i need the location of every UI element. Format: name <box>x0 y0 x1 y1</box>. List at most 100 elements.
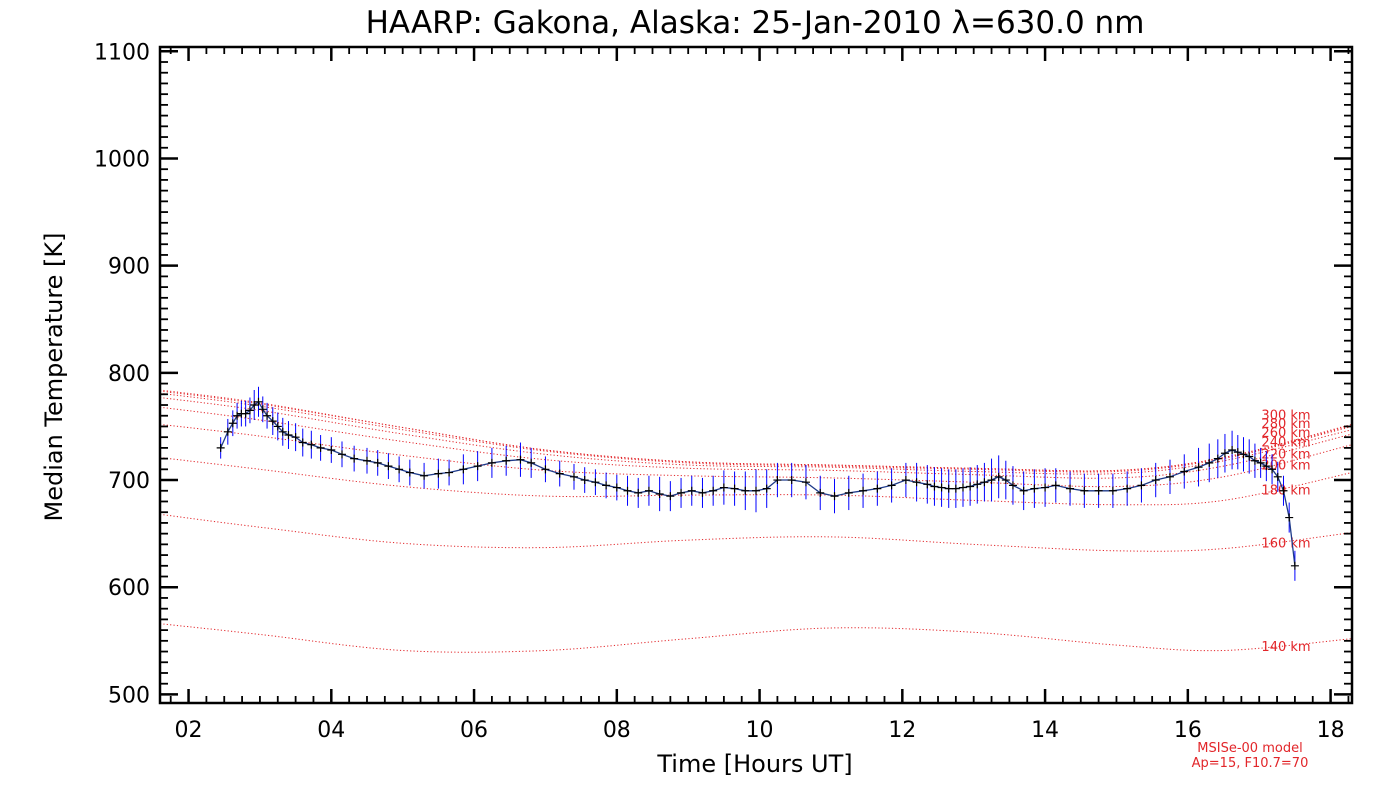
data-point <box>445 468 454 477</box>
data-point <box>677 488 686 497</box>
model-profile-label: 240 km <box>1261 436 1310 451</box>
data-point <box>1279 486 1288 495</box>
data-point <box>502 456 511 465</box>
data-point <box>1066 484 1075 493</box>
model-profile-label: 280 km <box>1261 417 1310 432</box>
data-point <box>284 431 293 440</box>
data-point <box>912 478 921 487</box>
model-profile-line <box>159 423 1353 488</box>
data-point <box>951 484 960 493</box>
data-point <box>516 455 525 464</box>
data-point <box>278 427 287 436</box>
x-tick-label: 18 <box>1317 718 1345 743</box>
data-point <box>434 469 443 478</box>
data-point <box>395 465 404 474</box>
data-point <box>634 488 643 497</box>
data-point <box>307 440 316 449</box>
model-profile-label: 160 km <box>1261 536 1310 551</box>
data-point <box>223 427 232 436</box>
data-point <box>1051 481 1060 490</box>
data-point <box>1262 462 1271 471</box>
data-point <box>1137 481 1146 490</box>
y-tick-label: 900 <box>108 255 150 280</box>
chart-title: HAARP: Gakona, Alaska: 25-Jan-2010 λ=630… <box>366 5 1145 41</box>
model-profile-line <box>159 623 1353 653</box>
data-point <box>741 486 750 495</box>
data-point <box>937 483 946 492</box>
x-tick-label: 10 <box>746 718 774 743</box>
data-point <box>958 483 967 492</box>
data-point <box>273 422 282 431</box>
y-axis-label: Median Temperature [K] <box>40 232 68 521</box>
data-point <box>1019 486 1028 495</box>
x-tick-label: 06 <box>460 718 488 743</box>
data-point <box>844 488 853 497</box>
data-point <box>752 486 760 495</box>
data-point <box>623 486 632 495</box>
y-tick-label: 700 <box>108 469 150 494</box>
data-point <box>1180 467 1189 476</box>
data-point <box>644 486 653 495</box>
data-point <box>887 481 896 490</box>
data-point <box>1239 450 1248 459</box>
data-point <box>527 458 536 467</box>
x-tick-label: 08 <box>603 718 631 743</box>
x-tick-label: 02 <box>175 718 203 743</box>
data-point <box>698 488 707 497</box>
data-point <box>1205 458 1214 467</box>
x-tick-label: 12 <box>888 718 916 743</box>
data-point <box>1165 472 1174 481</box>
data-point <box>1008 481 1017 490</box>
data-point <box>555 469 564 478</box>
plot-frame <box>158 45 1354 705</box>
data-point <box>487 458 496 467</box>
data-point <box>1256 458 1265 467</box>
model-profile-line <box>159 390 1353 472</box>
data-point <box>338 450 347 459</box>
data-point <box>580 476 589 485</box>
model-profile-line <box>159 389 1353 472</box>
data-point <box>966 482 975 491</box>
data-point <box>1080 486 1089 495</box>
data-point <box>1290 561 1299 570</box>
data-point <box>569 472 578 481</box>
data-point <box>263 411 272 420</box>
data-point <box>1245 452 1254 461</box>
model-profile-line <box>159 397 1353 475</box>
data-point <box>787 476 796 485</box>
data-point <box>245 406 254 415</box>
data-point <box>591 478 600 487</box>
data-point <box>1108 486 1117 495</box>
data-point <box>1123 484 1132 493</box>
data-point <box>228 419 237 428</box>
model-profile-line <box>159 392 1353 473</box>
data-point <box>1151 476 1160 485</box>
data-point <box>541 465 550 474</box>
measurement-series <box>216 386 1299 581</box>
data-point <box>830 492 839 501</box>
model-note-line-2: Ap=15, F10.7=70 <box>1192 756 1309 771</box>
y-tick-label: 500 <box>108 683 150 708</box>
data-point <box>216 443 225 452</box>
model-profile-label: 140 km <box>1261 640 1310 655</box>
data-point <box>420 471 429 480</box>
model-profile-line <box>159 513 1353 552</box>
x-tick-label: 04 <box>317 718 345 743</box>
data-point <box>994 472 1003 481</box>
data-point <box>801 478 810 487</box>
data-point <box>350 454 359 463</box>
data-point <box>1233 448 1242 457</box>
temperature-series-line <box>220 400 1296 566</box>
data-point <box>405 468 414 477</box>
data-point <box>1250 456 1259 465</box>
data-point <box>944 484 953 493</box>
x-axis-label: Time [Hours UT] <box>656 750 852 778</box>
data-point <box>327 446 336 455</box>
data-point <box>1273 472 1282 481</box>
y-tick-label: 600 <box>108 576 150 601</box>
data-point <box>373 458 382 467</box>
data-point <box>316 443 325 452</box>
data-point <box>1268 465 1277 474</box>
